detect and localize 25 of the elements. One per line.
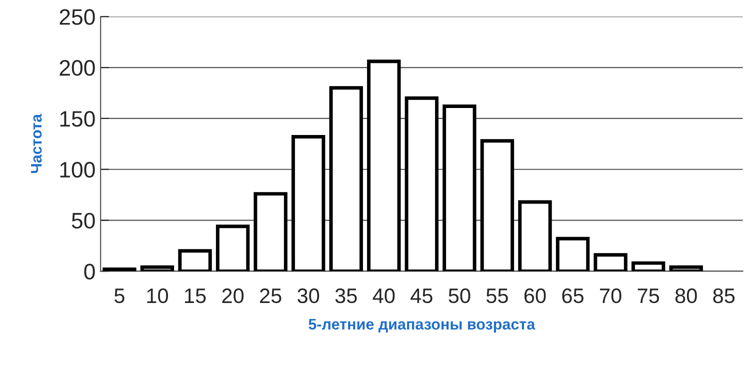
x-tick-label: 45 [410, 288, 432, 304]
x-tick-label: 55 [486, 288, 508, 304]
x-tick-label: 80 [675, 288, 697, 304]
x-tick-label: 65 [562, 288, 584, 304]
x-axis-title: 5-летние диапазоны возраста [308, 318, 536, 333]
x-tick-label: 20 [222, 288, 244, 304]
x-tick-label: 10 [147, 288, 168, 304]
y-tick-label: 200 [60, 60, 95, 76]
y-tick-label: 150 [60, 110, 95, 127]
x-tick-label: 50 [448, 288, 470, 304]
y-tick-label: 0 [84, 264, 95, 280]
x-tick-label: 75 [638, 288, 660, 304]
x-tick-label: 35 [335, 288, 357, 304]
y-tick-label: 50 [72, 212, 95, 229]
x-tick-label: 85 [713, 288, 735, 304]
y-axis-title: Частота [31, 114, 42, 174]
y-tick-label: 100 [60, 162, 95, 178]
x-tick-label: 15 [185, 288, 206, 304]
y-tick-label: 250 [60, 9, 95, 25]
x-tick-label: 25 [260, 288, 282, 304]
x-tick-label: 70 [600, 288, 622, 304]
x-tick-label: 60 [524, 288, 546, 304]
x-tick-label: 5 [114, 288, 124, 304]
x-tick-label: 40 [372, 288, 395, 304]
x-tick-label: 30 [298, 288, 320, 304]
